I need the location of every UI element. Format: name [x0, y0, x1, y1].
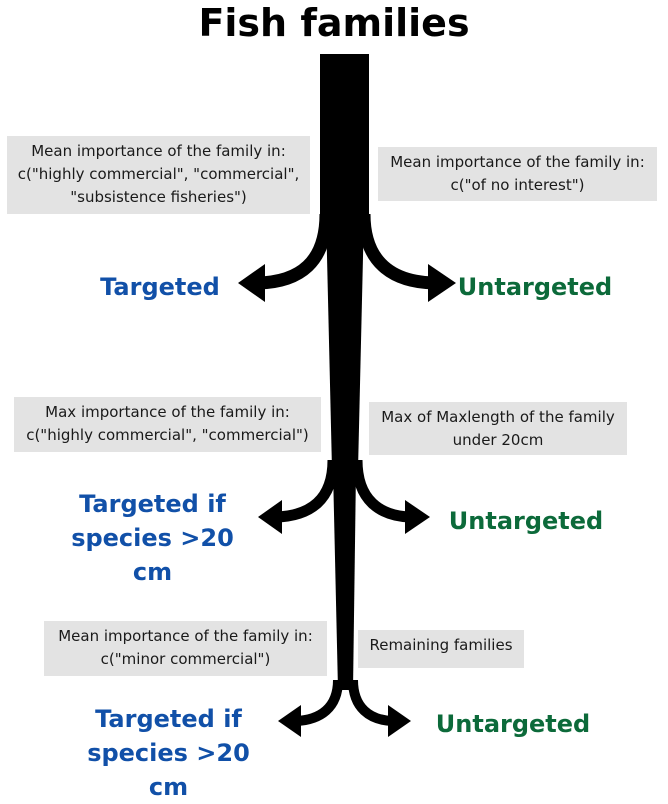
condition-box-right-2: Max of Maxlength of the family under 20c… — [369, 402, 627, 455]
outcome-untargeted-2: Untargeted — [448, 507, 604, 535]
outcome-targeted-if-2: Targeted if species >20 cm — [71, 490, 234, 586]
condition-box-right-3: Remaining families — [358, 630, 524, 668]
arrowhead-left-2 — [258, 500, 282, 534]
arrowhead-left-3 — [278, 705, 301, 737]
condition-box-left-3: Mean importance of the family in: c("min… — [44, 621, 327, 676]
outcome-targeted-if-3: Targeted if species >20 cm — [87, 705, 250, 801]
condition-box-right-1: Mean importance of the family in: c("of … — [378, 147, 657, 201]
branch-right-3 — [348, 679, 393, 726]
trunk-bottom — [333, 470, 356, 690]
outcome-untargeted-3: Untargeted — [435, 710, 591, 738]
condition-box-left-2: Max importance of the family in: c("high… — [14, 397, 321, 452]
arrowhead-left-1 — [238, 264, 265, 302]
branch-right-2 — [351, 459, 411, 523]
outcome-untargeted-1: Untargeted — [457, 273, 613, 301]
trunk-middle — [326, 214, 364, 470]
condition-box-left-1: Mean importance of the family in: c("hig… — [7, 136, 310, 214]
outcome-targeted-1: Targeted — [100, 273, 220, 301]
branch-right-1 — [357, 213, 435, 290]
branch-left-2 — [275, 459, 339, 523]
decision-tree-diagram — [238, 54, 456, 737]
trunk-top — [320, 54, 369, 214]
arrowhead-right-1 — [428, 264, 456, 302]
arrowhead-right-2 — [405, 500, 430, 534]
branch-left-3 — [295, 679, 343, 726]
arrowhead-right-3 — [388, 705, 411, 737]
diagram-title: Fish families — [198, 1, 470, 45]
branch-left-1 — [257, 213, 333, 290]
